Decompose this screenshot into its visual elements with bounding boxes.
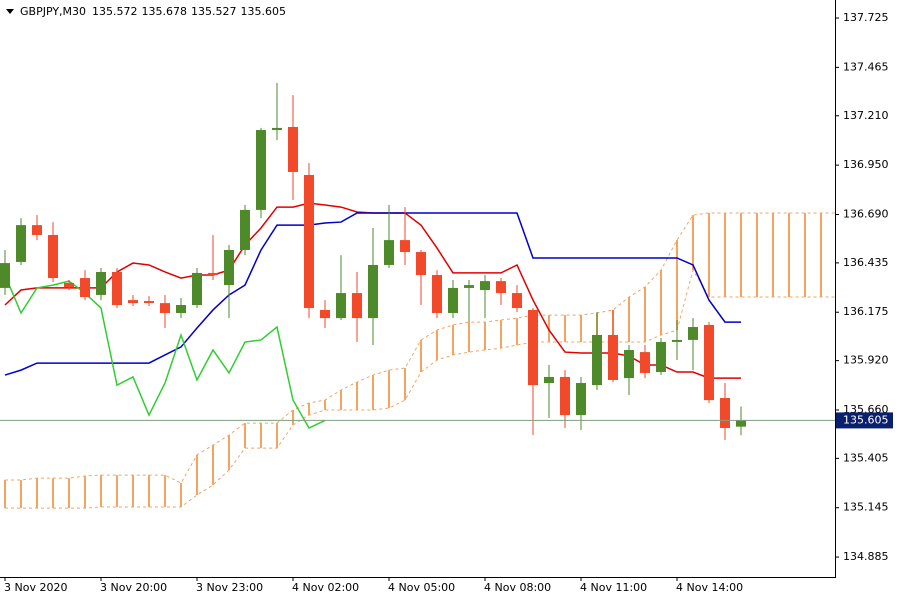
candle-body [704, 324, 714, 401]
candle-body [480, 281, 490, 291]
plot-area [0, 82, 835, 509]
y-tick-label: 137.210 [843, 109, 889, 122]
price-box-label: 135.605 [843, 413, 889, 426]
y-tick-label: 136.175 [843, 305, 889, 318]
chart-header: GBPJPY,M30 135.572 135.678 135.527 135.605 [20, 5, 286, 18]
candle-body [592, 335, 602, 386]
candle-body [608, 335, 618, 380]
candle-body [352, 293, 362, 319]
x-tick-label: 4 Nov 02:00 [292, 581, 359, 594]
candle-body [0, 263, 10, 288]
y-tick-label: 136.690 [843, 207, 889, 220]
candle-body [464, 285, 474, 288]
candle-body [640, 352, 650, 373]
axes: 134.885135.145135.405135.660135.920136.1… [4, 11, 893, 594]
x-tick-label: 4 Nov 05:00 [388, 581, 455, 594]
x-tick-label: 4 Nov 08:00 [484, 581, 551, 594]
candle-body [96, 271, 106, 295]
candle-body [288, 126, 298, 172]
candle-body [384, 240, 394, 265]
candle-body [320, 309, 330, 319]
candle-body [256, 130, 266, 210]
candle-body [192, 272, 202, 306]
candle-body [720, 398, 730, 429]
y-tick-label: 134.885 [843, 550, 889, 563]
candle-body [48, 234, 58, 279]
candle-body [448, 287, 458, 313]
candle-body [208, 272, 218, 276]
candle-body [432, 275, 442, 313]
cloud-edge [5, 212, 835, 484]
symbol: GBPJPY,M30 [20, 5, 86, 18]
open-price: 135.572 [92, 5, 138, 18]
candle-body [32, 225, 42, 235]
high-price: 135.678 [142, 5, 188, 18]
x-tick-label: 3 Nov 20:00 [100, 581, 167, 594]
y-tick-label: 137.465 [843, 60, 889, 73]
candle-body [64, 282, 74, 287]
x-tick-label: 3 Nov 2020 [4, 581, 67, 594]
candle-body [304, 174, 314, 309]
candle-body [560, 376, 570, 416]
candle-body [688, 327, 698, 340]
candle-body [176, 305, 186, 313]
candle-body [400, 240, 410, 253]
y-tick-label: 135.920 [843, 354, 889, 367]
menu-triangle[interactable] [6, 9, 14, 14]
candle-body [16, 225, 26, 262]
candle-body [416, 252, 426, 276]
y-tick-label: 136.950 [843, 158, 889, 171]
candle-body [544, 376, 554, 384]
candle-body [160, 303, 170, 313]
candle-body [368, 264, 378, 319]
close-price: 135.605 [241, 5, 287, 18]
x-tick-label: 3 Nov 23:00 [196, 581, 263, 594]
candle-body [336, 293, 346, 319]
y-tick-label: 136.435 [843, 256, 889, 269]
candle-body [512, 293, 522, 309]
candle-body [224, 249, 234, 286]
candle-body [656, 342, 666, 373]
low-price: 135.527 [191, 5, 237, 18]
candle-body [144, 301, 154, 304]
candle-body [672, 339, 682, 342]
candle-body [624, 349, 634, 379]
y-tick-label: 137.725 [843, 11, 889, 24]
y-tick-label: 135.405 [843, 451, 889, 464]
price-box [836, 412, 893, 429]
candle-body [240, 209, 250, 250]
candle-body [528, 309, 538, 386]
candle-body [736, 420, 746, 427]
candle-body [128, 300, 138, 304]
indicator-line [4, 274, 326, 429]
candle-body [576, 383, 586, 416]
candle-body [80, 278, 90, 298]
cloud-edge [5, 268, 835, 509]
candle-body [112, 271, 122, 306]
x-tick-label: 4 Nov 14:00 [676, 581, 743, 594]
y-tick-label: 135.145 [843, 501, 889, 514]
x-tick-label: 4 Nov 11:00 [580, 581, 647, 594]
candle-body [272, 127, 282, 131]
candle-body [496, 281, 506, 294]
indicator-line [4, 212, 741, 376]
